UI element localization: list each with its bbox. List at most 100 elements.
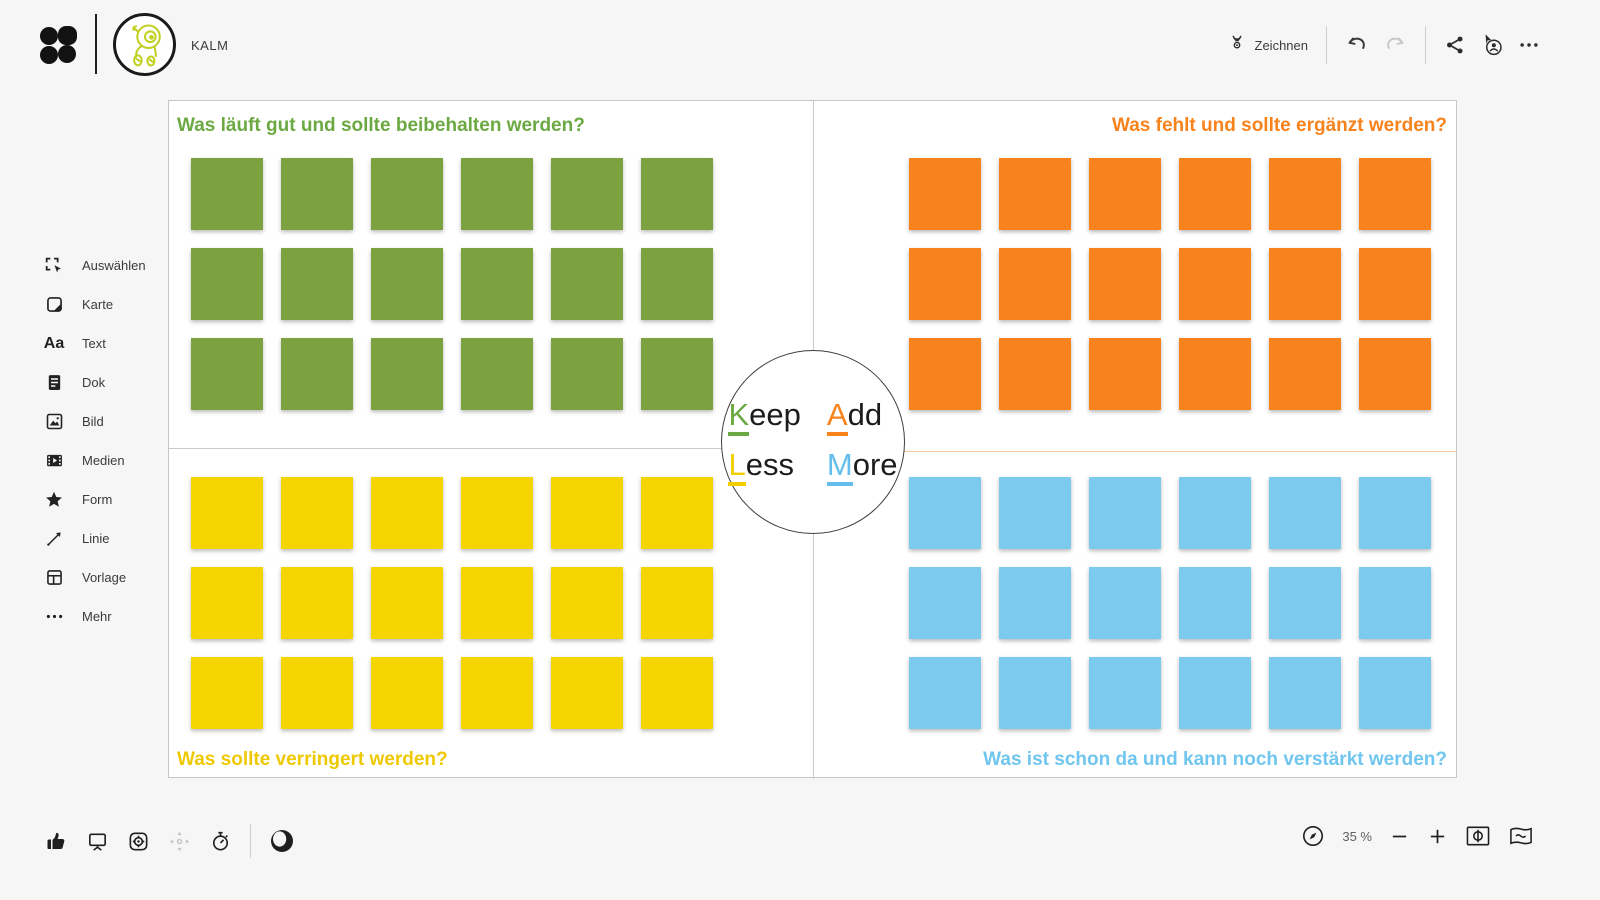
sticky-note[interactable] [461, 657, 533, 729]
sticky-note[interactable] [1089, 248, 1161, 320]
sticky-note[interactable] [999, 158, 1071, 230]
sticky-note[interactable] [909, 248, 981, 320]
sticky-note[interactable] [641, 567, 713, 639]
sticky-note[interactable] [281, 158, 353, 230]
sticky-note[interactable] [191, 338, 263, 410]
project-avatar[interactable] [113, 13, 176, 76]
sidebar-item-document[interactable]: Dok [42, 363, 146, 402]
sticky-note[interactable] [1359, 657, 1431, 729]
sticky-note[interactable] [461, 248, 533, 320]
sticky-note[interactable] [1089, 338, 1161, 410]
sidebar-item-text[interactable]: Aa Text [42, 324, 146, 363]
sticky-note[interactable] [461, 567, 533, 639]
quadrant-title[interactable]: Was fehlt und sollte ergänzt werden? [1112, 115, 1447, 136]
zoom-out-icon[interactable] [1389, 826, 1410, 847]
sticky-note[interactable] [551, 158, 623, 230]
sticky-note[interactable] [909, 338, 981, 410]
sticky-note[interactable] [281, 477, 353, 549]
dark-mode-contrast-icon[interactable] [269, 828, 295, 854]
sticky-note[interactable] [191, 477, 263, 549]
sticky-note[interactable] [551, 567, 623, 639]
sticky-note[interactable] [191, 248, 263, 320]
sticky-note[interactable] [641, 158, 713, 230]
kalm-center-circle[interactable]: Keep Add Less More [721, 350, 905, 534]
sticky-note[interactable] [1269, 248, 1341, 320]
sticky-note[interactable] [191, 567, 263, 639]
sticky-note[interactable] [1269, 477, 1341, 549]
sticky-note[interactable] [281, 657, 353, 729]
sidebar-item-line[interactable]: Linie [42, 519, 146, 558]
more-menu-icon[interactable] [1518, 34, 1540, 56]
quadrant-title[interactable]: Was ist schon da und kann noch verstärkt… [983, 749, 1447, 770]
app-logo-icon[interactable] [36, 23, 80, 67]
sticky-note[interactable] [1089, 158, 1161, 230]
sticky-note[interactable] [461, 477, 533, 549]
sticky-note[interactable] [191, 158, 263, 230]
sticky-note[interactable] [1359, 338, 1431, 410]
fit-to-screen-icon[interactable] [1465, 825, 1491, 847]
sticky-note[interactable] [641, 657, 713, 729]
sticky-note[interactable] [551, 338, 623, 410]
sticky-note[interactable] [371, 158, 443, 230]
sticky-note[interactable] [999, 657, 1071, 729]
sticky-note[interactable] [371, 657, 443, 729]
sticky-note[interactable] [999, 477, 1071, 549]
sticky-note[interactable] [281, 567, 353, 639]
sticky-note[interactable] [1089, 567, 1161, 639]
sticky-note[interactable] [1359, 158, 1431, 230]
draw-button[interactable]: Zeichnen [1227, 33, 1308, 58]
sticky-note[interactable] [1359, 477, 1431, 549]
sticky-note[interactable] [909, 477, 981, 549]
sticky-note[interactable] [999, 248, 1071, 320]
redo-icon[interactable] [1383, 33, 1407, 57]
sticky-note[interactable] [371, 338, 443, 410]
sidebar-item-template[interactable]: Vorlage [42, 558, 146, 597]
thumbs-up-icon[interactable] [44, 829, 68, 853]
sticky-note[interactable] [1359, 567, 1431, 639]
sidebar-item-more[interactable]: Mehr [42, 597, 146, 636]
sticky-note[interactable] [999, 567, 1071, 639]
sticky-note[interactable] [461, 158, 533, 230]
sticky-note[interactable] [641, 248, 713, 320]
sticky-note[interactable] [1089, 657, 1161, 729]
sticky-note[interactable] [1089, 477, 1161, 549]
sticky-note[interactable] [1269, 158, 1341, 230]
sticky-note[interactable] [1269, 338, 1341, 410]
sidebar-item-media[interactable]: Medien [42, 441, 146, 480]
sidebar-item-card[interactable]: Karte [42, 285, 146, 324]
sidebar-item-select[interactable]: Auswählen [42, 246, 146, 285]
sticky-note[interactable] [1269, 567, 1341, 639]
sticky-note[interactable] [909, 657, 981, 729]
minimap-icon[interactable] [1508, 825, 1534, 847]
sticky-note[interactable] [371, 477, 443, 549]
sticky-note[interactable] [371, 248, 443, 320]
quadrant-title[interactable]: Was sollte verringert werden? [177, 749, 448, 770]
sidebar-item-shape[interactable]: Form [42, 480, 146, 519]
sticky-note[interactable] [461, 338, 533, 410]
compass-icon[interactable] [1301, 824, 1325, 848]
sidebar-item-image[interactable]: Bild [42, 402, 146, 441]
pan-move-icon[interactable] [168, 830, 191, 853]
sticky-note[interactable] [1179, 338, 1251, 410]
sticky-note[interactable] [641, 338, 713, 410]
sticky-note[interactable] [1269, 657, 1341, 729]
sticky-note[interactable] [191, 657, 263, 729]
undo-icon[interactable] [1345, 33, 1369, 57]
sticky-note[interactable] [551, 477, 623, 549]
sticky-note[interactable] [281, 248, 353, 320]
sticky-note[interactable] [551, 248, 623, 320]
follow-user-icon[interactable] [1480, 33, 1504, 57]
presentation-icon[interactable] [86, 830, 109, 853]
sticky-note[interactable] [1179, 158, 1251, 230]
sticky-note[interactable] [909, 567, 981, 639]
sticky-note[interactable] [551, 657, 623, 729]
sticky-note[interactable] [1179, 477, 1251, 549]
sticky-note[interactable] [1179, 248, 1251, 320]
sticky-note[interactable] [1179, 567, 1251, 639]
sticky-note[interactable] [641, 477, 713, 549]
focus-target-icon[interactable] [127, 830, 150, 853]
sticky-note[interactable] [909, 158, 981, 230]
quadrant-title[interactable]: Was läuft gut und sollte beibehalten wer… [177, 115, 585, 136]
zoom-in-icon[interactable] [1427, 826, 1448, 847]
sticky-note[interactable] [999, 338, 1071, 410]
